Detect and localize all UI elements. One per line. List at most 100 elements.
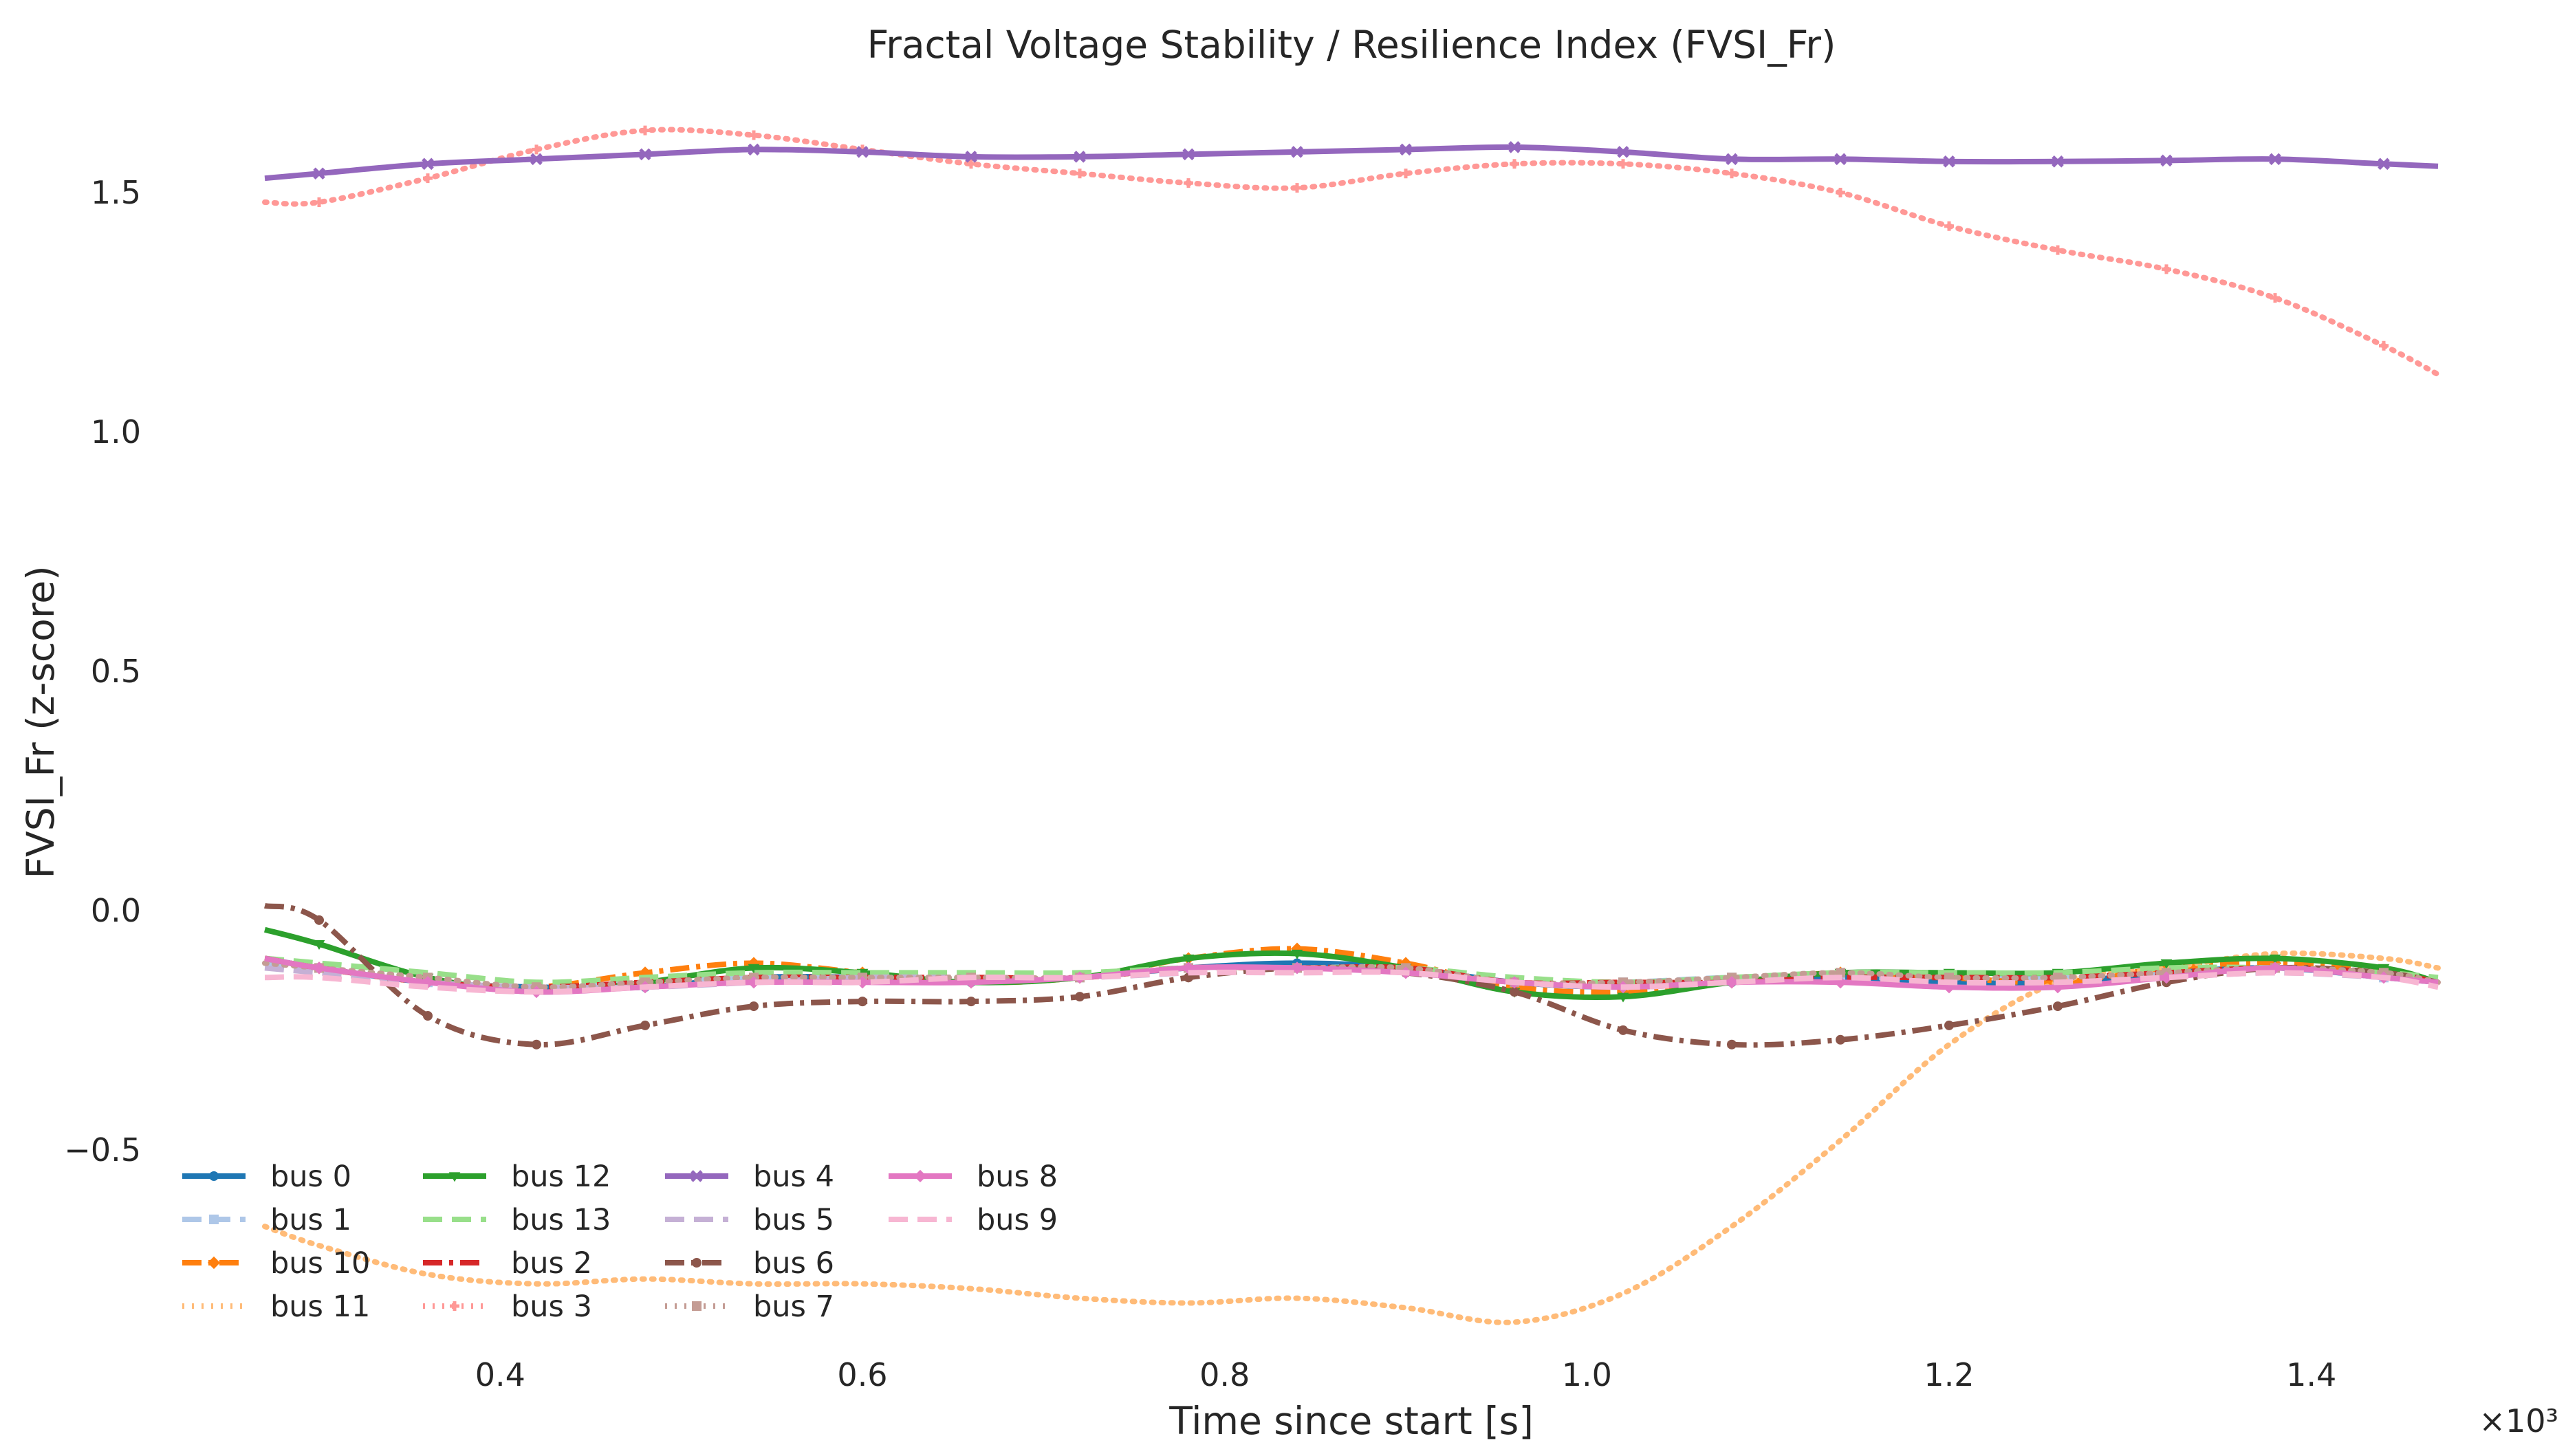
data-point-bus-3-7 <box>966 159 976 169</box>
data-point-bus-8-9 <box>1182 961 1195 975</box>
legend-item-bus-5: bus 5 <box>665 1203 834 1237</box>
y-tick-label: 0.5 <box>91 653 141 690</box>
legend-item-bus-12: bus 12 <box>423 1160 611 1194</box>
data-point-bus-12-10 <box>1291 949 1303 959</box>
data-point-bus-4-6 <box>856 146 869 158</box>
legend-label: bus 10 <box>270 1246 370 1281</box>
data-point-bus-8-5 <box>747 976 761 989</box>
legend-label: bus 11 <box>270 1290 370 1324</box>
data-point-bus-12-19 <box>2269 954 2281 964</box>
data-point-bus-4-17 <box>2052 155 2064 168</box>
x-tick-label: 0.4 <box>475 1356 525 1393</box>
data-point-bus-6-5 <box>749 1001 759 1012</box>
legend-label: bus 0 <box>270 1160 351 1194</box>
data-point-bus-4-10 <box>1291 146 1303 158</box>
legend-item-bus-2: bus 2 <box>423 1246 592 1281</box>
data-point-bus-3-4 <box>640 125 650 135</box>
data-point-bus-4-11 <box>1400 143 1412 156</box>
data-point-bus-12-1 <box>313 940 325 950</box>
data-point-bus-4-20 <box>2378 157 2390 171</box>
data-point-bus-3-9 <box>1184 178 1193 188</box>
data-point-bus-3-16 <box>1944 221 1954 231</box>
legend-marker <box>691 1170 703 1182</box>
data-point-bus-4-5 <box>748 143 760 156</box>
legend-label: bus 5 <box>753 1203 834 1237</box>
data-point-bus-8-6 <box>856 976 869 989</box>
data-point-bus-3-5 <box>749 130 759 140</box>
legend-label: bus 12 <box>511 1160 611 1194</box>
data-point-bus-3-12 <box>1510 159 1519 169</box>
legend-item-bus-10: bus 10 <box>182 1246 370 1281</box>
y-tick-label: −0.5 <box>64 1131 141 1169</box>
data-point-bus-3-18 <box>2162 264 2171 274</box>
data-point-bus-4-14 <box>1726 153 1738 166</box>
data-point-bus-3-13 <box>1618 159 1628 169</box>
y-tick-label: 1.0 <box>91 413 141 450</box>
legend-item-bus-7: bus 7 <box>665 1290 834 1324</box>
series-bus-3 <box>262 125 2441 378</box>
legend-marker <box>448 1172 461 1182</box>
data-point-bus-3-14 <box>1727 169 1737 179</box>
data-point-bus-6-2 <box>423 1010 433 1021</box>
data-point-bus-12-18 <box>2160 959 2173 969</box>
data-point-bus-6-16 <box>1944 1020 1954 1030</box>
legend-item-bus-8: bus 8 <box>889 1160 1058 1194</box>
legend-marker <box>913 1169 927 1183</box>
data-point-bus-8-19 <box>2268 961 2282 975</box>
data-point-bus-4-18 <box>2160 154 2173 167</box>
data-point-bus-4-2 <box>422 157 434 171</box>
y-tick-label: 0.0 <box>91 892 141 929</box>
data-point-bus-6-7 <box>966 997 976 1007</box>
data-point-bus-4-3 <box>530 153 543 166</box>
data-point-bus-6-6 <box>858 997 867 1007</box>
series-line-bus-4 <box>264 144 2439 182</box>
data-point-bus-12-13 <box>1617 992 1629 1003</box>
series-line-bus-9 <box>264 969 2439 995</box>
legend-item-bus-1: bus 1 <box>182 1203 351 1237</box>
legend-marker <box>692 1301 702 1311</box>
legend-label: bus 1 <box>270 1203 351 1237</box>
legend-label: bus 7 <box>753 1290 834 1324</box>
x-axis-offset-label: ×10³ <box>2479 1402 2558 1439</box>
data-point-bus-12-5 <box>748 964 760 974</box>
series-bus-13 <box>264 955 2439 986</box>
data-point-bus-3-8 <box>1075 169 1085 179</box>
data-point-bus-8-1 <box>312 961 326 975</box>
data-point-bus-3-17 <box>2053 245 2063 255</box>
data-point-bus-4-4 <box>639 148 651 161</box>
legend-item-bus-9: bus 9 <box>889 1203 1058 1237</box>
data-point-bus-4-1 <box>313 167 325 180</box>
legend-label: bus 8 <box>977 1160 1058 1194</box>
legend-marker <box>450 1301 459 1311</box>
legend-label: bus 3 <box>511 1290 592 1324</box>
chart-title: Fractal Voltage Stability / Resilience I… <box>867 23 1836 67</box>
x-tick-label: 1.4 <box>2286 1356 2336 1393</box>
legend-item-bus-13: bus 13 <box>423 1203 611 1237</box>
data-point-bus-6-1 <box>314 915 324 925</box>
data-point-bus-3-19 <box>2270 293 2280 303</box>
legend-marker <box>207 1256 221 1270</box>
legend-marker <box>692 1258 702 1268</box>
legend-label: bus 9 <box>977 1203 1058 1237</box>
legend-label: bus 13 <box>511 1203 611 1237</box>
legend-label: bus 2 <box>511 1246 592 1281</box>
data-point-bus-3-2 <box>423 173 433 184</box>
data-point-bus-4-16 <box>1943 155 1955 168</box>
legend-marker <box>209 1171 219 1181</box>
data-point-bus-4-13 <box>1617 146 1629 158</box>
y-axis-label: FVSI_Fr (z-score) <box>19 565 63 878</box>
data-point-bus-4-19 <box>2269 153 2281 166</box>
y-tick-label: 1.5 <box>91 174 141 211</box>
legend-item-bus-11: bus 11 <box>182 1290 370 1324</box>
legend: bus 0 bus 1 bus 10 bus 11 bus 12 bus 13 bus 2 b… <box>182 1160 1058 1324</box>
data-point-bus-6-15 <box>1836 1034 1845 1045</box>
series-line-bus-13 <box>264 955 2439 986</box>
x-axis-label: Time since start [s] <box>1168 1399 1534 1443</box>
data-point-bus-6-12 <box>1510 987 1519 997</box>
legend-label: bus 4 <box>753 1160 834 1194</box>
x-tick-label: 1.0 <box>1562 1356 1612 1393</box>
data-point-bus-3-11 <box>1401 169 1411 179</box>
x-tick-label: 0.8 <box>1199 1356 1250 1393</box>
data-point-bus-12-9 <box>1182 954 1195 964</box>
